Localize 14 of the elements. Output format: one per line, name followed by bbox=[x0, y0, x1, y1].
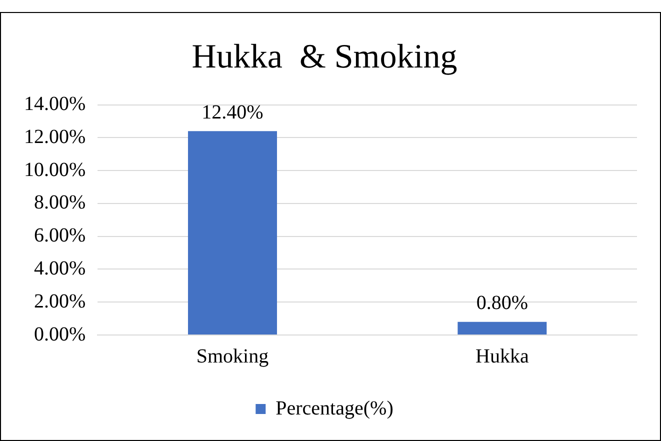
y-tick-label: 0.00% bbox=[34, 323, 86, 346]
data-label: 0.80% bbox=[476, 292, 528, 314]
y-tick-label: 8.00% bbox=[34, 192, 86, 214]
y-tick-label: 14.00% bbox=[24, 93, 86, 116]
y-tick-label: 10.00% bbox=[24, 158, 86, 181]
y-tick-label: 6.00% bbox=[34, 224, 86, 247]
y-tick-label: 4.00% bbox=[34, 257, 86, 280]
data-label: 12.40% bbox=[202, 101, 264, 124]
chart-title: Hukka & Smoking bbox=[192, 38, 458, 76]
legend-label: Percentage(%) bbox=[276, 397, 394, 420]
x-tick-label: Hukka bbox=[476, 345, 529, 368]
y-tick-label: 12.00% bbox=[24, 126, 86, 148]
y-tick-label: 2.00% bbox=[34, 290, 86, 312]
x-tick-label: Smoking bbox=[196, 345, 269, 368]
